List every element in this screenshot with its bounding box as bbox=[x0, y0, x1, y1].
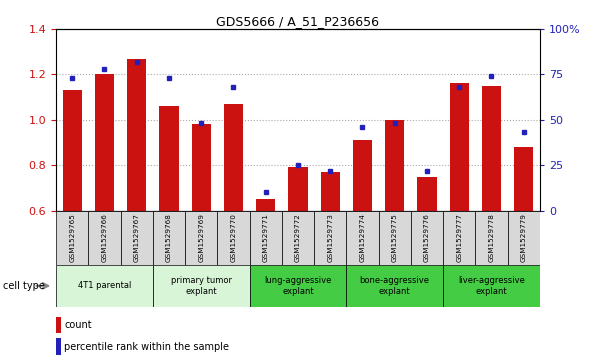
Text: percentile rank within the sample: percentile rank within the sample bbox=[64, 342, 229, 352]
Text: count: count bbox=[64, 321, 92, 330]
Bar bbox=[192, 124, 211, 211]
Text: liver-aggressive
explant: liver-aggressive explant bbox=[458, 276, 525, 296]
Bar bbox=[159, 106, 179, 211]
Bar bbox=[353, 140, 372, 211]
Bar bbox=[153, 265, 250, 307]
Bar bbox=[250, 211, 282, 265]
Bar bbox=[346, 211, 379, 265]
Text: GSM1529765: GSM1529765 bbox=[69, 213, 75, 262]
Text: GSM1529773: GSM1529773 bbox=[327, 213, 333, 262]
Bar bbox=[120, 211, 153, 265]
Text: primary tumor
explant: primary tumor explant bbox=[171, 276, 232, 296]
Text: GSM1529772: GSM1529772 bbox=[295, 213, 301, 262]
Text: 4T1 parental: 4T1 parental bbox=[78, 281, 131, 290]
Text: GSM1529778: GSM1529778 bbox=[489, 213, 494, 262]
Bar bbox=[153, 211, 185, 265]
Bar bbox=[450, 83, 469, 211]
Bar bbox=[443, 211, 476, 265]
Bar bbox=[56, 317, 61, 333]
Text: GSM1529774: GSM1529774 bbox=[359, 213, 365, 262]
Bar bbox=[56, 265, 153, 307]
Bar bbox=[127, 58, 146, 211]
Text: GSM1529766: GSM1529766 bbox=[101, 213, 107, 262]
Bar bbox=[56, 338, 61, 355]
Title: GDS5666 / A_51_P236656: GDS5666 / A_51_P236656 bbox=[217, 15, 379, 28]
Bar bbox=[95, 74, 114, 211]
Bar bbox=[476, 211, 507, 265]
Bar bbox=[88, 211, 120, 265]
Text: GSM1529769: GSM1529769 bbox=[198, 213, 204, 262]
Text: GSM1529770: GSM1529770 bbox=[231, 213, 237, 262]
Bar bbox=[385, 120, 404, 211]
Bar bbox=[443, 265, 540, 307]
Bar bbox=[507, 211, 540, 265]
Text: cell type: cell type bbox=[3, 281, 45, 291]
Bar bbox=[217, 211, 250, 265]
Text: bone-aggressive
explant: bone-aggressive explant bbox=[360, 276, 430, 296]
Bar bbox=[411, 211, 443, 265]
Text: GSM1529777: GSM1529777 bbox=[456, 213, 462, 262]
Bar bbox=[224, 104, 243, 211]
Text: GSM1529767: GSM1529767 bbox=[134, 213, 140, 262]
Text: GSM1529771: GSM1529771 bbox=[263, 213, 268, 262]
Bar bbox=[256, 199, 276, 211]
Bar bbox=[185, 211, 217, 265]
Bar bbox=[417, 176, 437, 211]
Text: GSM1529775: GSM1529775 bbox=[392, 213, 398, 262]
Bar bbox=[346, 265, 443, 307]
Bar bbox=[314, 211, 346, 265]
Bar bbox=[63, 90, 82, 211]
Bar bbox=[320, 172, 340, 211]
Bar bbox=[282, 211, 314, 265]
Bar bbox=[514, 147, 533, 211]
Bar bbox=[56, 211, 88, 265]
Bar bbox=[289, 167, 307, 211]
Text: GSM1529768: GSM1529768 bbox=[166, 213, 172, 262]
Text: GSM1529779: GSM1529779 bbox=[521, 213, 527, 262]
Bar bbox=[379, 211, 411, 265]
Text: lung-aggressive
explant: lung-aggressive explant bbox=[264, 276, 332, 296]
Bar bbox=[482, 86, 501, 211]
Bar bbox=[250, 265, 346, 307]
Text: GSM1529776: GSM1529776 bbox=[424, 213, 430, 262]
